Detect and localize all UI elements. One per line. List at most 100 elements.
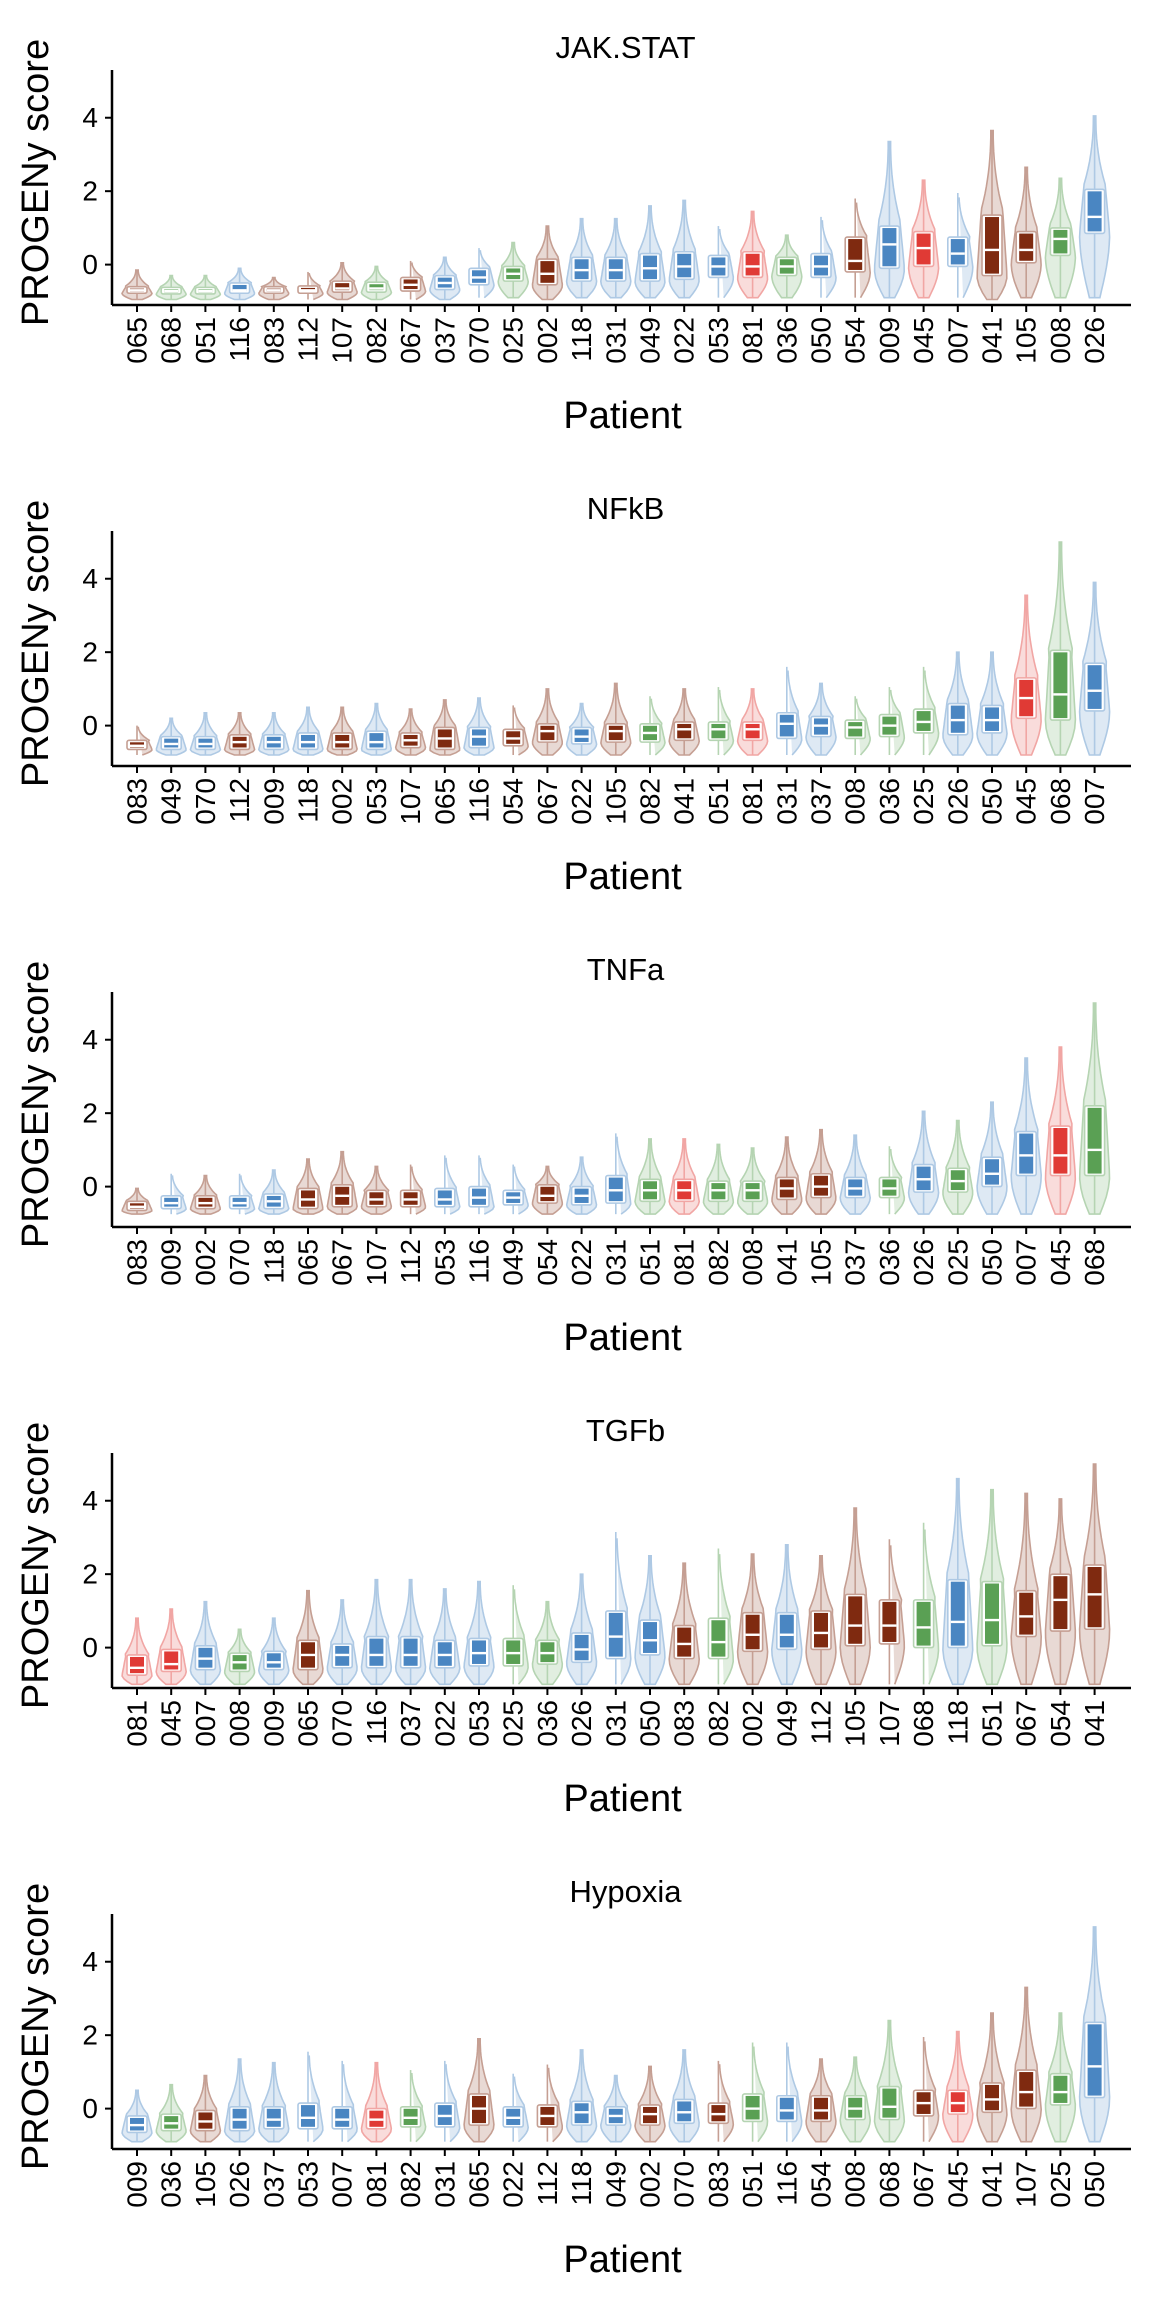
violin-box-054 — [502, 705, 529, 756]
violin-box-050 — [810, 216, 837, 299]
x-tick-label: 067 — [395, 317, 426, 364]
violin-box-002 — [634, 2065, 666, 2143]
violin-box-068 — [1044, 541, 1077, 756]
violin-box-049 — [502, 1164, 529, 1215]
x-tick-label: 026 — [942, 778, 973, 825]
x-tick-label: 107 — [874, 1700, 905, 1747]
x-tick-label: 070 — [669, 2161, 700, 2208]
violin-box-022 — [565, 702, 598, 756]
violin-box-002 — [326, 706, 358, 756]
y-tick-label: 2 — [82, 637, 98, 668]
x-tick-label: 031 — [600, 1700, 631, 1747]
box-fill — [711, 1620, 726, 1657]
panel-title: JAK.STAT — [555, 30, 695, 65]
violin-box-026 — [223, 2058, 256, 2143]
y-tick-label: 0 — [82, 1171, 98, 1202]
violin-box-008 — [844, 696, 871, 756]
box-fill — [266, 2108, 281, 2127]
violin-box-067 — [399, 260, 427, 301]
x-tick-label: 002 — [532, 317, 563, 364]
x-tick-label: 041 — [977, 317, 1008, 364]
violin-box-037 — [805, 682, 837, 756]
violin-box-081 — [121, 1617, 153, 1686]
x-axis-title: Patient — [563, 1778, 682, 1820]
x-tick-label: 112 — [395, 1239, 426, 1284]
violin-box-022 — [428, 1588, 461, 1686]
violin-box-067 — [531, 688, 563, 756]
x-tick-label: 067 — [1011, 1700, 1042, 1747]
y-tick-label: 2 — [82, 2020, 98, 2051]
x-tick-label: 053 — [429, 1239, 460, 1286]
violin-box-081 — [360, 2061, 393, 2143]
x-tick-label: 026 — [1079, 317, 1110, 364]
violin-box-036 — [878, 687, 906, 756]
x-tick-label: 026 — [224, 2161, 255, 2208]
violin-box-107 — [394, 708, 427, 756]
y-axis-title: PROGENy score — [15, 500, 57, 787]
violin-box-070 — [189, 712, 222, 756]
y-tick-label: 4 — [82, 563, 98, 594]
panel-4: Hypoxia 009 036 105 026 037 053 007 081 082 031 065… — [15, 1874, 1131, 2281]
x-tick-label: 041 — [669, 778, 700, 825]
violin-box-025 — [1044, 2012, 1077, 2143]
violin-box-007 — [946, 193, 974, 299]
x-tick-label: 118 — [293, 778, 324, 823]
violin-box-083 — [668, 1562, 701, 1686]
x-tick-label: 065 — [293, 1239, 324, 1286]
box-fill — [403, 1638, 418, 1666]
violin-box-070 — [228, 1173, 256, 1215]
box-fill — [1019, 233, 1034, 261]
box-fill — [1053, 1576, 1068, 1630]
violin-box-022 — [565, 1156, 598, 1215]
box-fill — [540, 725, 555, 741]
y-tick-label: 2 — [82, 176, 98, 207]
violin-box-049 — [634, 205, 666, 299]
violin-box-007 — [189, 1600, 222, 1686]
x-tick-label: 002 — [327, 778, 358, 825]
box-fill — [711, 723, 726, 739]
violin-box-051 — [976, 1488, 1008, 1686]
box-fill — [814, 1612, 828, 1648]
x-tick-label: 054 — [532, 1239, 563, 1286]
box-fill — [540, 1186, 555, 1202]
violin-box-112 — [223, 712, 256, 756]
x-tick-label: 009 — [258, 1700, 289, 1747]
y-tick-label: 4 — [82, 1946, 98, 1977]
violin-box-081 — [736, 688, 769, 756]
x-tick-label: 022 — [566, 1239, 597, 1286]
box-fill — [779, 714, 794, 737]
x-axis-title: Patient — [563, 395, 682, 437]
violin-box-070 — [668, 2049, 700, 2143]
violin-box-105 — [805, 1128, 837, 1215]
violin-box-049 — [599, 2074, 632, 2143]
violin-box-105 — [839, 1507, 872, 1686]
x-tick-label: 068 — [874, 2161, 905, 2208]
x-tick-label: 025 — [498, 317, 529, 364]
box-fill — [814, 2097, 828, 2120]
x-tick-label: 025 — [908, 778, 939, 825]
violin-box-116 — [360, 1578, 393, 1686]
violin-box-050 — [976, 651, 1008, 756]
violin-box-036 — [770, 234, 803, 299]
violin-box-082 — [399, 2070, 427, 2143]
violin-box-081 — [668, 1138, 701, 1215]
x-tick-label: 118 — [942, 1700, 973, 1745]
violin-box-041 — [1078, 1463, 1111, 1686]
violin-box-067 — [1010, 1492, 1043, 1686]
violin-box-045 — [1010, 594, 1042, 756]
y-tick-label: 0 — [82, 1632, 98, 1663]
violin-box-081 — [736, 210, 769, 299]
x-tick-label: 022 — [566, 778, 597, 825]
violin-box-025 — [502, 1585, 529, 1685]
x-axis-title: Patient — [563, 2239, 682, 2281]
x-tick-label: 112 — [293, 317, 324, 362]
panel-0: JAK.STAT 065 068 051 116 083 112 107 082 067 037 07… — [15, 30, 1131, 437]
violin-box-107 — [878, 1539, 906, 1685]
violin-box-031 — [604, 1133, 632, 1215]
x-tick-label: 008 — [737, 1239, 768, 1286]
box-fill — [1019, 2072, 1034, 2107]
violin-box-025 — [912, 666, 940, 756]
x-tick-label: 002 — [737, 1700, 768, 1747]
x-tick-label: 026 — [908, 1239, 939, 1286]
x-tick-label: 025 — [942, 1239, 973, 1286]
